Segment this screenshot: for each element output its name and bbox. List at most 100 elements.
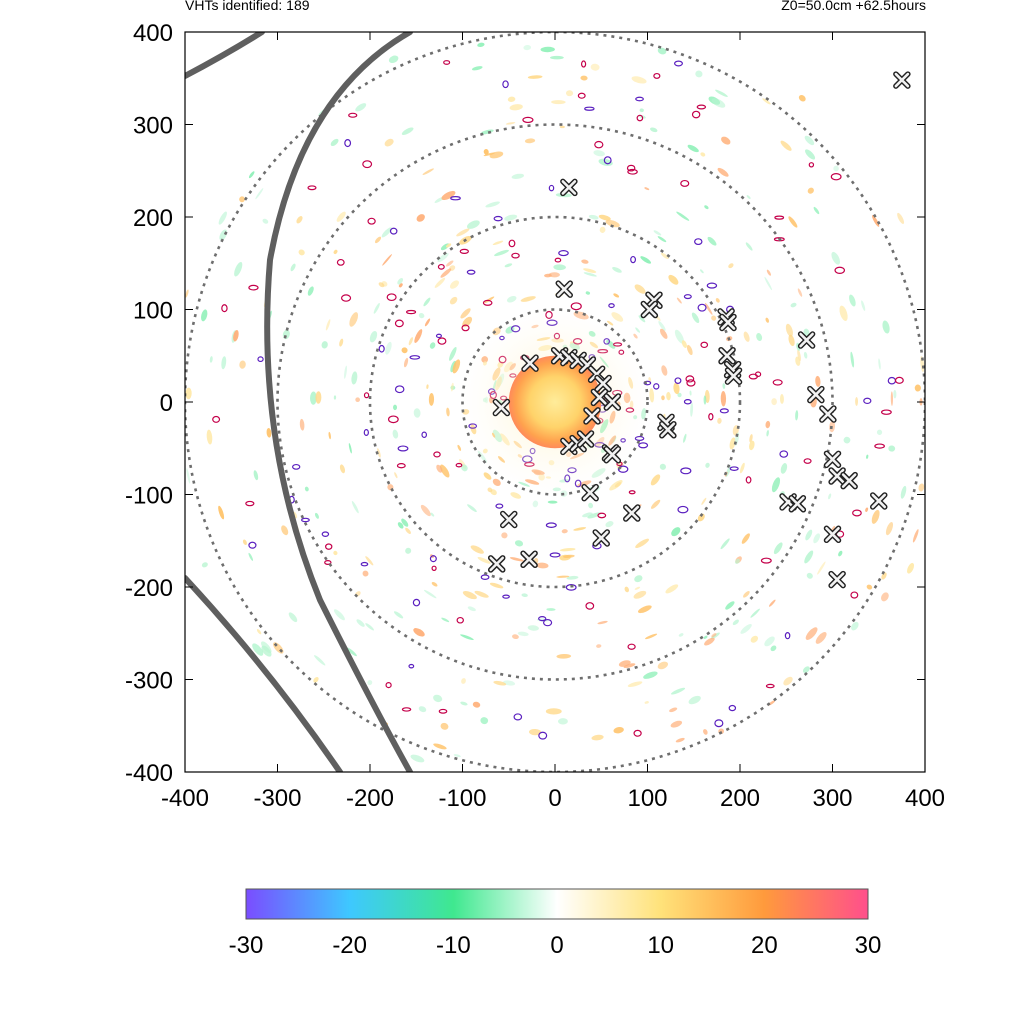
- vht-marker: [870, 492, 888, 510]
- field-speckle: [328, 431, 331, 440]
- field-speckle: [691, 312, 700, 323]
- colorbar-tick-label: -30: [229, 932, 264, 959]
- field-speckle: [659, 463, 666, 470]
- field-speckle: [765, 317, 769, 323]
- contour-loop: [522, 116, 534, 124]
- field-speckle: [688, 695, 701, 705]
- contour-loop: [694, 238, 703, 246]
- field-speckle: [843, 436, 851, 444]
- contour-loop: [852, 509, 862, 517]
- colorbar-tick-label: -20: [332, 932, 367, 959]
- vht-marker: [788, 495, 807, 513]
- field-speckle: [597, 620, 608, 625]
- field-speckle: [355, 397, 361, 403]
- field-speckle: [445, 260, 454, 267]
- field-speckle: [397, 277, 404, 285]
- field-speckle: [720, 390, 727, 407]
- vht-marker: [807, 385, 825, 404]
- vht-marker: [823, 525, 842, 544]
- field-speckle: [804, 135, 815, 146]
- field-speckle: [638, 315, 646, 323]
- field-speckle: [449, 280, 460, 289]
- contour-loop: [396, 463, 406, 469]
- field-speckle: [690, 402, 694, 417]
- field-speckle: [255, 188, 264, 200]
- field-speckle: [815, 375, 821, 387]
- field-speckle: [743, 590, 750, 598]
- field-speckle: [613, 727, 624, 734]
- field-speckle: [422, 168, 434, 175]
- contour-loop: [363, 429, 369, 436]
- field-speckle: [700, 152, 706, 157]
- field-speckle: [553, 264, 566, 271]
- field-speckle: [770, 645, 777, 652]
- contour-loop: [594, 140, 604, 149]
- field-speckle: [635, 327, 641, 333]
- field-speckle: [815, 632, 827, 644]
- contour-loop: [608, 303, 615, 309]
- field-speckle: [765, 420, 771, 429]
- contour-loop: [502, 594, 510, 599]
- x-tick-label: -300: [253, 785, 301, 812]
- field-speckle: [474, 590, 489, 598]
- field-speckle: [296, 216, 303, 224]
- field-speckle: [897, 212, 905, 224]
- field-speckle: [382, 254, 393, 266]
- field-speckle: [612, 266, 622, 273]
- vht-marker: [594, 374, 612, 393]
- field-speckle: [218, 211, 227, 225]
- field-speckle: [433, 694, 443, 703]
- field-speckle: [299, 418, 305, 431]
- field-speckle: [914, 384, 921, 392]
- colorbar-tick-label: 0: [550, 932, 563, 959]
- field-speckle: [405, 527, 411, 535]
- y-tick-label: -200: [125, 575, 173, 602]
- field-speckle: [766, 269, 771, 276]
- field-speckle: [385, 341, 392, 355]
- contour-loop: [714, 719, 724, 728]
- vht-marker: [603, 393, 622, 411]
- field-speckle: [501, 532, 508, 539]
- field-speckle: [446, 407, 450, 417]
- field-speckle: [325, 319, 331, 331]
- field-speckle: [669, 707, 678, 713]
- field-speckle: [483, 472, 492, 480]
- range-ring-200: [368, 215, 742, 589]
- field-speckle: [813, 533, 821, 544]
- field-speckle: [890, 391, 894, 406]
- y-tick-label: 200: [133, 205, 173, 232]
- field-speckle: [739, 462, 745, 474]
- contour-loop: [674, 60, 683, 67]
- field-speckle: [644, 187, 650, 191]
- field-speckle: [261, 641, 272, 654]
- field-speckle: [635, 538, 649, 548]
- contour-loop: [748, 373, 759, 380]
- field-speckle: [790, 302, 797, 308]
- field-speckle: [704, 637, 715, 646]
- field-speckle: [918, 483, 925, 492]
- field-speckle: [729, 437, 736, 450]
- field-speckle: [349, 312, 359, 327]
- vht-marker: [521, 354, 539, 372]
- vht-marker: [719, 313, 737, 332]
- field-speckle: [339, 338, 344, 347]
- field-speckle: [701, 497, 707, 505]
- field-speckle: [185, 387, 192, 400]
- field-speckle: [771, 477, 781, 493]
- field-speckle: [441, 617, 450, 623]
- contour-loop: [772, 379, 783, 386]
- field-speckle: [631, 76, 647, 84]
- field-speckle: [477, 42, 485, 47]
- field-speckle: [546, 608, 556, 611]
- contour-loop: [680, 179, 690, 187]
- field-speckle: [633, 333, 638, 339]
- contour-loop: [774, 215, 785, 220]
- vht-marker: [555, 280, 573, 298]
- contour-loop: [538, 731, 548, 740]
- field-speckle: [365, 623, 375, 631]
- field-speckle: [467, 504, 477, 513]
- field-speckle: [661, 365, 668, 376]
- field-speckle: [749, 434, 753, 443]
- field-speckle: [700, 269, 704, 274]
- field-speckle: [440, 268, 452, 278]
